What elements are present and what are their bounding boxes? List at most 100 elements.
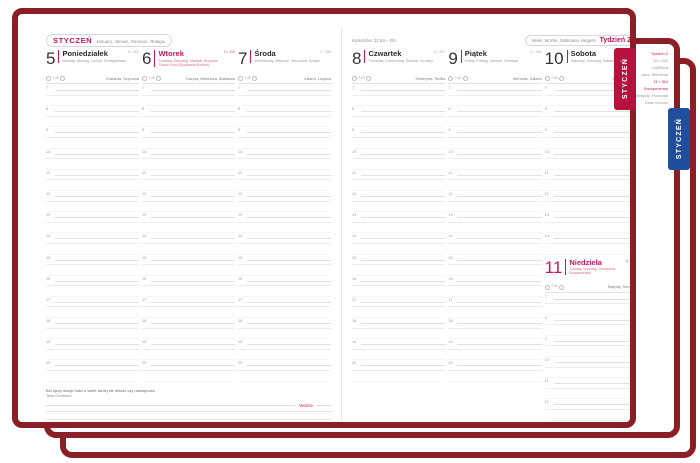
half-hour-row[interactable] <box>544 117 630 128</box>
half-hour-row[interactable] <box>448 329 542 340</box>
half-hour-row[interactable] <box>352 159 446 170</box>
half-hour-row[interactable] <box>448 96 542 107</box>
hour-row[interactable]: 10 <box>238 149 331 160</box>
hour-row[interactable]: 14 <box>448 233 542 244</box>
hour-row[interactable]: 18 <box>238 318 331 329</box>
hour-row[interactable]: 11 <box>544 170 630 181</box>
half-hour-row[interactable] <box>238 159 331 170</box>
hour-row[interactable]: 11 <box>238 170 331 181</box>
half-hour-row[interactable] <box>448 138 542 149</box>
half-hour-row[interactable] <box>544 96 630 107</box>
half-hour-row[interactable] <box>238 286 331 297</box>
half-hour-row[interactable] <box>46 265 139 276</box>
half-hour-row[interactable] <box>238 350 331 361</box>
hour-row[interactable]: 7 <box>544 85 630 96</box>
half-hour-row[interactable] <box>448 180 542 191</box>
half-hour-row[interactable] <box>46 202 139 213</box>
half-hour-row[interactable] <box>46 117 139 128</box>
hour-row[interactable]: 15 <box>46 255 139 266</box>
half-hour-row[interactable] <box>544 346 630 358</box>
hour-row[interactable]: 9 <box>448 127 542 138</box>
note-line[interactable] <box>46 419 331 422</box>
hour-row[interactable]: 13 <box>448 212 542 223</box>
hour-row[interactable]: 16 <box>352 276 446 287</box>
hour-row[interactable]: 20 <box>238 360 331 372</box>
hour-row[interactable]: 8 <box>544 315 630 326</box>
hour-row[interactable]: 20 <box>46 360 139 372</box>
hour-row[interactable]: 12 <box>544 399 630 411</box>
hour-row[interactable]: 15 <box>238 255 331 266</box>
half-hour-row[interactable] <box>238 371 331 382</box>
hour-grid[interactable]: 7 8 9 10 11 12 13 14 15 16 17 18 19 20 <box>142 85 235 382</box>
half-hour-row[interactable] <box>352 223 446 234</box>
note-line[interactable] <box>46 411 331 419</box>
hour-row[interactable]: 9 <box>142 127 235 138</box>
half-hour-row[interactable] <box>352 138 446 149</box>
hour-row[interactable]: 13 <box>544 212 630 223</box>
half-hour-row[interactable] <box>448 371 542 382</box>
hour-row[interactable]: 13 <box>46 212 139 223</box>
half-hour-row[interactable] <box>544 410 630 421</box>
hour-row[interactable]: 8 <box>142 106 235 117</box>
hour-row[interactable]: 15 <box>142 255 235 266</box>
half-hour-row[interactable] <box>448 223 542 234</box>
half-hour-row[interactable] <box>142 307 235 319</box>
hour-row[interactable]: 8 <box>448 106 542 117</box>
half-hour-row[interactable] <box>46 371 139 382</box>
half-hour-row[interactable] <box>238 180 331 191</box>
hour-row[interactable]: 19 <box>142 339 235 350</box>
half-hour-row[interactable] <box>544 304 630 315</box>
hour-grid[interactable]: 7 8 9 10 11 12 <box>544 294 630 421</box>
hour-row[interactable]: 16 <box>46 276 139 287</box>
hour-row[interactable]: 17 <box>238 297 331 308</box>
half-hour-row[interactable] <box>46 286 139 297</box>
half-hour-row[interactable] <box>352 329 446 340</box>
hour-grid[interactable]: 7 8 9 10 11 12 13 14 15 16 17 18 19 20 <box>352 85 446 382</box>
hour-row[interactable]: 14 <box>352 233 446 244</box>
hour-row[interactable]: 19 <box>46 339 139 350</box>
half-hour-row[interactable] <box>448 350 542 361</box>
half-hour-row[interactable] <box>46 350 139 361</box>
half-hour-row[interactable] <box>142 180 235 191</box>
half-hour-row[interactable] <box>448 265 542 276</box>
half-hour-row[interactable] <box>238 244 331 255</box>
month-tab-front[interactable]: STYCZEŃ <box>614 48 636 110</box>
half-hour-row[interactable] <box>448 117 542 128</box>
hour-row[interactable]: 15 <box>352 255 446 266</box>
hour-row[interactable]: 11 <box>46 170 139 181</box>
hour-row[interactable]: 12 <box>238 191 331 202</box>
hour-row[interactable]: 10 <box>544 149 630 160</box>
hour-row[interactable]: 19 <box>238 339 331 350</box>
hour-row[interactable]: 7 <box>238 85 331 96</box>
hour-row[interactable]: 7 <box>46 85 139 96</box>
half-hour-row[interactable] <box>238 265 331 276</box>
hour-row[interactable]: 14 <box>544 233 630 244</box>
hour-row[interactable]: 16 <box>448 276 542 287</box>
half-hour-row[interactable] <box>448 202 542 213</box>
half-hour-row[interactable] <box>142 117 235 128</box>
hour-row[interactable]: 18 <box>352 318 446 329</box>
hour-row[interactable]: 9 <box>352 127 446 138</box>
half-hour-row[interactable] <box>544 202 630 213</box>
hour-row[interactable]: 7 <box>544 294 630 305</box>
half-hour-row[interactable] <box>142 96 235 107</box>
half-hour-row[interactable] <box>238 138 331 149</box>
half-hour-row[interactable] <box>238 329 331 340</box>
half-hour-row[interactable] <box>142 223 235 234</box>
hour-row[interactable]: 19 <box>352 339 446 350</box>
half-hour-row[interactable] <box>46 244 139 255</box>
half-hour-row[interactable] <box>142 265 235 276</box>
half-hour-row[interactable] <box>448 286 542 297</box>
hour-row[interactable]: 8 <box>352 106 446 117</box>
hour-row[interactable]: 9 <box>238 127 331 138</box>
hour-row[interactable]: 13 <box>142 212 235 223</box>
hour-row[interactable]: 19 <box>448 339 542 350</box>
hour-row[interactable]: 9 <box>46 127 139 138</box>
hour-row[interactable]: 8 <box>238 106 331 117</box>
hour-row[interactable]: 14 <box>142 233 235 244</box>
half-hour-row[interactable] <box>544 159 630 170</box>
half-hour-row[interactable] <box>46 223 139 234</box>
half-hour-row[interactable] <box>142 329 235 340</box>
hour-row[interactable]: 11 <box>448 170 542 181</box>
hour-row[interactable]: 10 <box>544 357 630 368</box>
